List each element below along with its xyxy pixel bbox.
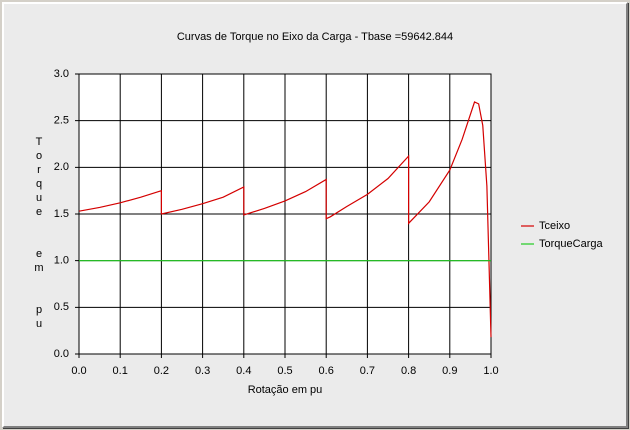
- x-tick-label: 0.2: [154, 365, 169, 377]
- x-tick-label: 0.6: [319, 365, 334, 377]
- y-tick-label: 0.0: [54, 348, 69, 360]
- x-tick-label: 0.5: [277, 365, 292, 377]
- x-tick-label: 0.1: [113, 365, 128, 377]
- y-tick-label: 3.0: [54, 68, 69, 80]
- x-tick-label: 0.8: [401, 365, 416, 377]
- y-tick-label: 1.0: [54, 255, 69, 267]
- x-tick-label: 0.3: [195, 365, 210, 377]
- legend-label: Tceixo: [539, 220, 570, 232]
- x-tick-label: 0.4: [236, 365, 251, 377]
- x-tick-label: 0.0: [71, 365, 86, 377]
- x-tick-label: 0.7: [360, 365, 375, 377]
- y-tick-label: 0.5: [54, 301, 69, 313]
- y-axis-label: Torque em pu: [33, 136, 45, 332]
- y-tick-label: 2.0: [54, 161, 69, 173]
- chart-title: Curvas de Torque no Eixo da Carga - Tbas…: [177, 31, 453, 43]
- y-tick-label: 1.5: [54, 208, 69, 220]
- x-tick-label: 1.0: [483, 365, 498, 377]
- y-tick-label: 2.5: [54, 115, 69, 127]
- x-tick-label: 0.9: [442, 365, 457, 377]
- series-line: [78, 101, 492, 338]
- legend-label: TorqueCarga: [539, 238, 603, 250]
- x-axis-label: Rotação em pu: [248, 384, 323, 396]
